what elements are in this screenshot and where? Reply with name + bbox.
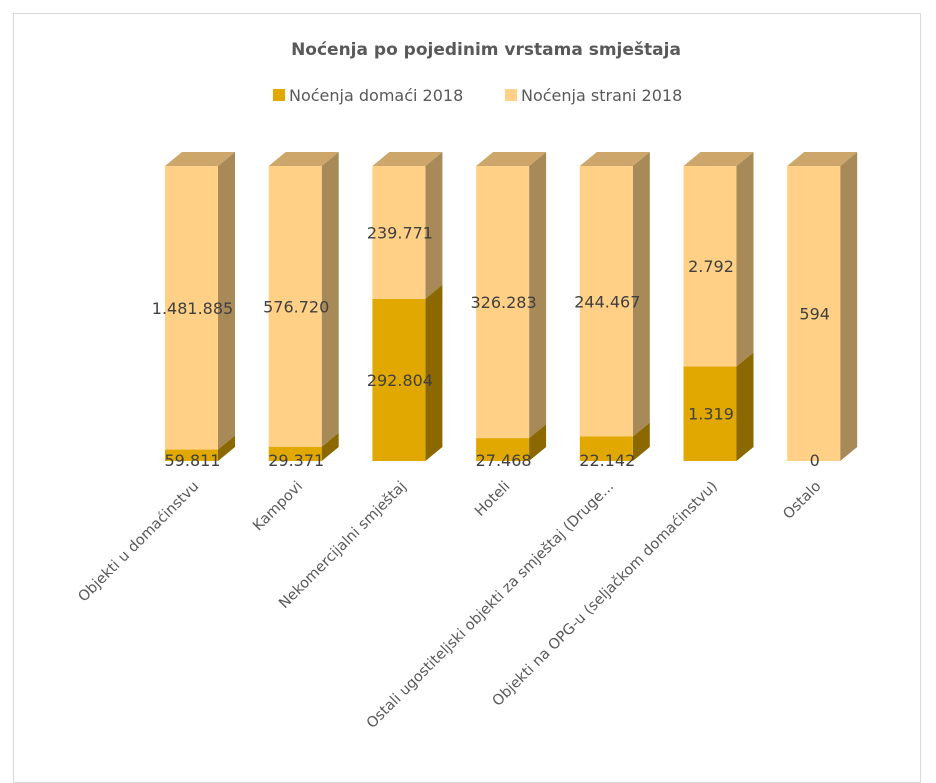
data-label-5-1: 2.792 (688, 257, 734, 276)
data-label-2-0: 292.804 (367, 371, 433, 390)
bar-top-5 (683, 152, 754, 166)
bar-segment-3-1 (476, 166, 530, 439)
bar-segment-0-0 (165, 449, 218, 461)
data-label-4-0: 22.142 (579, 451, 635, 470)
bar-segment-3-0 (476, 438, 530, 461)
bar-segment-1-1 (268, 166, 322, 447)
bar-segment-4-0 (579, 436, 633, 461)
data-label-0-1: 1.481.885 (152, 299, 233, 318)
bar-segment-4-1 (579, 166, 633, 437)
bar-side-5-1 (736, 152, 754, 367)
bar-top-2 (372, 152, 443, 166)
data-label-0-0: 59.811 (165, 451, 221, 470)
bar-top-1 (268, 152, 339, 166)
bar-side-2-1 (425, 152, 443, 299)
legend-swatch-domaci (273, 89, 285, 101)
x-tick-label-6: Ostalo (780, 478, 824, 522)
bar-segment-1-0 (268, 446, 322, 461)
legend: Noćenja domaći 2018 Noćenja strani 2018 (273, 86, 682, 105)
bar-side-0-0 (218, 435, 235, 461)
x-tick-label-0: Objekti u domaćinstvu (75, 479, 202, 606)
bar-side-3-0 (529, 424, 547, 461)
data-label-3-1: 326.283 (471, 293, 537, 312)
bar-side-0-1 (218, 152, 235, 450)
x-tick-label-5: Objekti na OPG-u (seljačkom domaćinstvu) (490, 479, 721, 710)
legend-label-domaci: Noćenja domaći 2018 (289, 86, 463, 105)
bar-side-3-1 (529, 152, 547, 439)
bar-top-4 (579, 152, 650, 166)
bar-top-0 (165, 152, 235, 166)
bar-top-6 (787, 152, 858, 166)
x-tick-label-3: Hoteli (472, 479, 513, 520)
x-axis-tick-labels: Objekti u domaćinstvu KampoviNekomercijal… (75, 478, 824, 731)
bar-top-3 (476, 152, 547, 166)
data-label-3-0: 27.468 (476, 451, 532, 470)
bar-segment-2-0 (372, 298, 426, 461)
bar-segment-0-1 (165, 166, 218, 450)
data-label-1-0: 29.371 (268, 451, 324, 470)
bar-side-4-1 (632, 152, 650, 437)
bar-side-5-0 (736, 352, 754, 461)
data-label-6-0: 0 (810, 451, 820, 470)
bar-segment-2-1 (372, 166, 426, 299)
bar-segment-5-1 (683, 166, 737, 367)
bar-segment-6-1 (787, 166, 841, 461)
chart-title: Noćenja po pojedinim vrstama smještaja (291, 40, 681, 60)
bar-segment-5-0 (683, 366, 737, 461)
bar-side-6-1 (840, 152, 858, 461)
x-tick-label-4: Ostali ugostiteljski objekti za smještaj… (364, 479, 617, 732)
legend-swatch-strani (505, 89, 517, 101)
legend-label-strani: Noćenja strani 2018 (521, 86, 682, 105)
data-label-5-0: 1.319 (688, 405, 734, 424)
bars (165, 152, 858, 461)
data-labels: 59.811 1.481.885 29.371 576.720 292.804 239.7… (152, 223, 830, 470)
data-label-1-1: 576.720 (263, 297, 329, 316)
bar-side-2-0 (425, 284, 443, 461)
bar-side-1-0 (321, 432, 339, 461)
bar-side-1-1 (321, 152, 339, 447)
x-tick-label-1: Kampovi (250, 479, 306, 535)
data-label-4-1: 244.467 (574, 292, 640, 311)
chart-area (13, 13, 921, 783)
data-label-6-1: 594 (799, 305, 830, 324)
data-label-2-1: 239.771 (367, 223, 433, 242)
bar-side-4-0 (632, 422, 650, 461)
